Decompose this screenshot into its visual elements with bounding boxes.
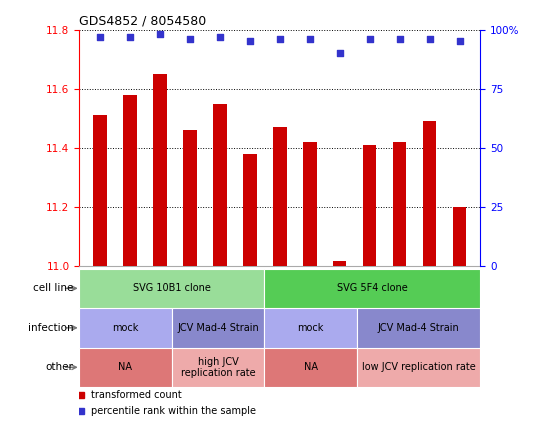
Bar — [183, 130, 197, 266]
Bar — [423, 121, 436, 266]
Bar — [363, 145, 376, 266]
Bar — [93, 115, 107, 266]
Bar — [357, 348, 480, 387]
Text: transformed count: transformed count — [91, 390, 182, 400]
Text: JCV Mad-4 Strain: JCV Mad-4 Strain — [177, 323, 259, 333]
Text: NA: NA — [304, 363, 318, 372]
Bar — [264, 348, 357, 387]
Text: low JCV replication rate: low JCV replication rate — [362, 363, 476, 372]
Bar — [393, 142, 406, 266]
Text: mock: mock — [298, 323, 324, 333]
Point — [246, 38, 254, 45]
Bar — [172, 348, 264, 387]
Bar — [264, 308, 357, 348]
Text: infection: infection — [28, 323, 74, 333]
Point — [156, 31, 164, 38]
Point — [455, 38, 464, 45]
Text: other: other — [46, 363, 74, 372]
Bar — [79, 269, 264, 308]
Text: SVG 10B1 clone: SVG 10B1 clone — [133, 283, 211, 293]
Bar — [79, 308, 172, 348]
Bar — [123, 95, 137, 266]
Point — [216, 33, 224, 40]
Text: NA: NA — [118, 363, 133, 372]
Bar — [357, 308, 480, 348]
Point — [335, 50, 344, 57]
Text: cell line: cell line — [33, 283, 74, 293]
Bar — [172, 308, 264, 348]
Bar — [453, 207, 466, 266]
Point — [276, 36, 284, 42]
Point — [395, 36, 404, 42]
Point — [96, 33, 104, 40]
Point — [365, 36, 374, 42]
Text: JCV Mad-4 Strain: JCV Mad-4 Strain — [378, 323, 460, 333]
Text: high JCV
replication rate: high JCV replication rate — [181, 357, 256, 378]
Bar — [303, 142, 317, 266]
Point — [425, 36, 434, 42]
Bar — [153, 74, 167, 266]
Bar — [264, 269, 480, 308]
Text: percentile rank within the sample: percentile rank within the sample — [91, 407, 256, 417]
Bar — [273, 127, 287, 266]
Text: GDS4852 / 8054580: GDS4852 / 8054580 — [79, 14, 206, 27]
Point — [186, 36, 194, 42]
Bar — [333, 261, 347, 266]
Text: SVG 5F4 clone: SVG 5F4 clone — [337, 283, 408, 293]
Bar — [243, 154, 257, 266]
Point — [126, 33, 134, 40]
Bar — [213, 104, 227, 266]
Bar — [79, 348, 172, 387]
Text: mock: mock — [112, 323, 139, 333]
Point — [305, 36, 314, 42]
